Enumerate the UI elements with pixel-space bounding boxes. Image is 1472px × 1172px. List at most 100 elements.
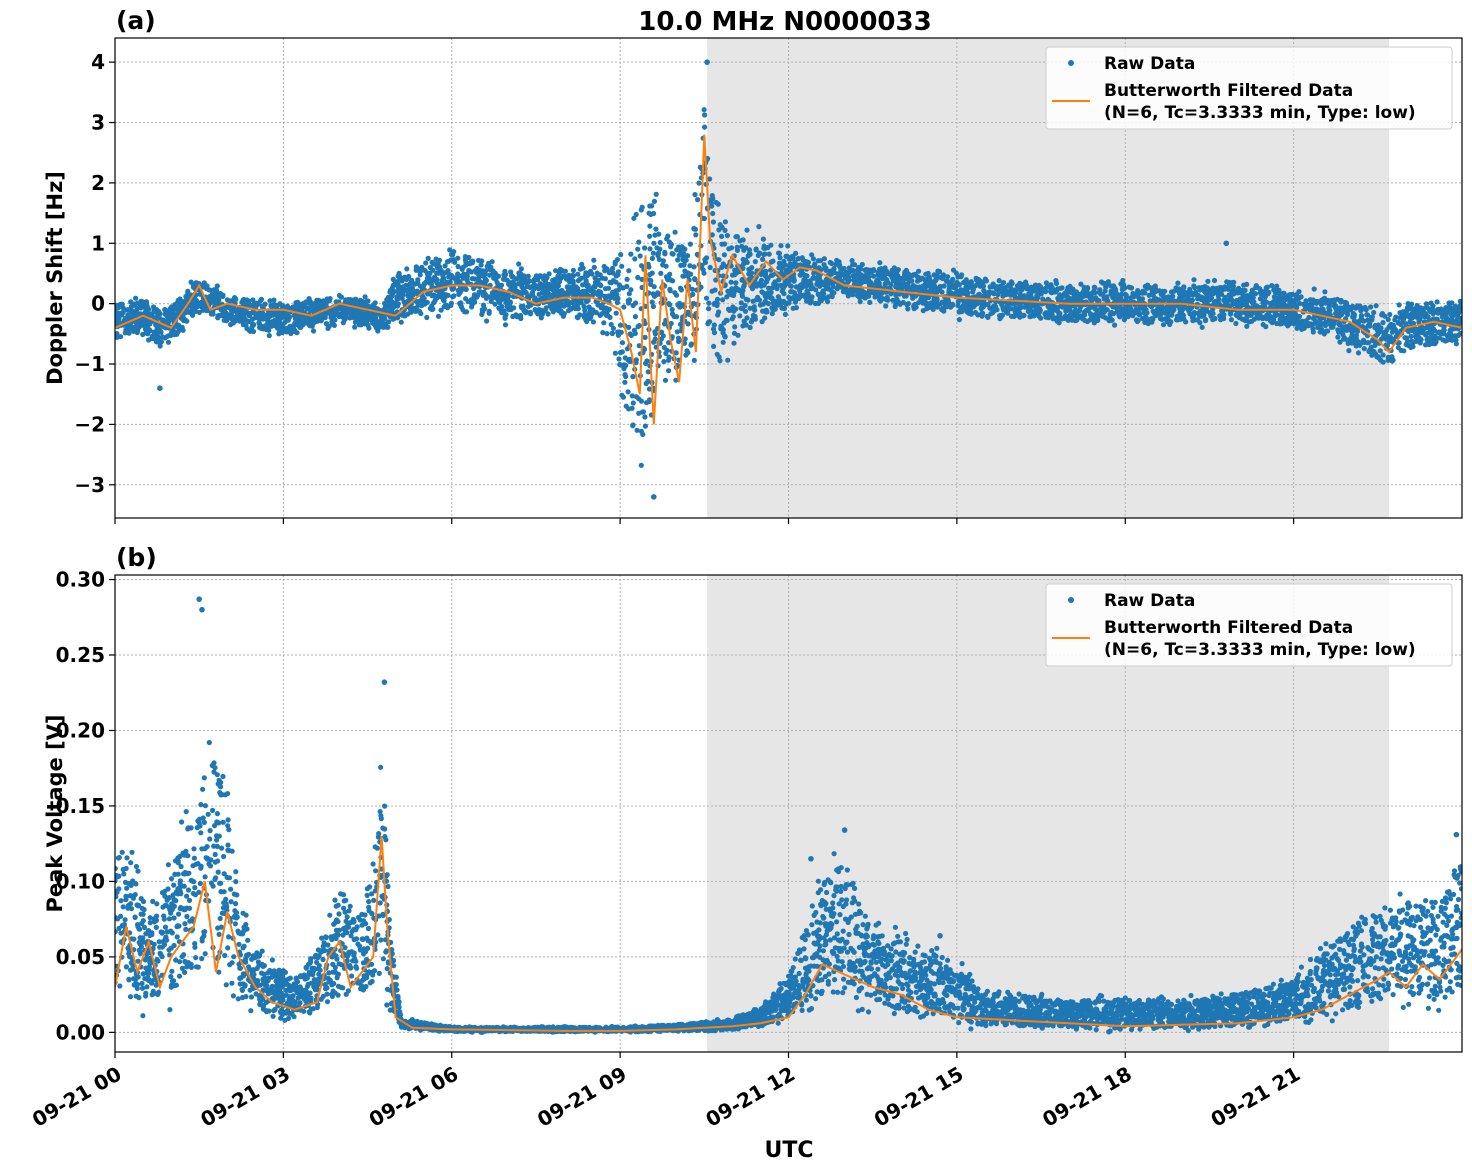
raw-data-point — [1205, 278, 1211, 284]
raw-data-point — [225, 315, 231, 322]
raw-data-point — [846, 287, 853, 294]
raw-data-point — [959, 272, 965, 278]
raw-data-point — [1107, 315, 1113, 321]
raw-data-point — [176, 322, 182, 328]
raw-data-point — [797, 262, 804, 268]
raw-data-point — [825, 299, 831, 305]
raw-data-point — [1306, 314, 1312, 321]
raw-data-point — [788, 289, 794, 295]
raw-data-point — [737, 313, 743, 319]
raw-data-point — [1310, 329, 1316, 335]
raw-data-point — [733, 285, 739, 291]
raw-data-point — [398, 319, 404, 325]
raw-data-point — [619, 263, 625, 269]
raw-data-point — [1416, 335, 1423, 341]
raw-data-point — [396, 272, 402, 278]
raw-data-point — [480, 309, 486, 315]
raw-data-point — [996, 278, 1002, 284]
raw-data-point — [748, 319, 755, 325]
raw-data-point — [939, 299, 945, 305]
raw-data-point — [1140, 316, 1146, 322]
raw-data-point — [1183, 319, 1189, 325]
raw-data-point — [633, 357, 640, 363]
raw-data-point — [719, 233, 725, 239]
raw-data-point — [629, 393, 635, 399]
raw-data-point — [988, 311, 994, 317]
raw-data-point — [643, 380, 649, 387]
raw-data-point — [1454, 312, 1460, 318]
raw-data-point — [156, 311, 163, 317]
raw-data-point — [651, 293, 658, 299]
raw-data-point — [278, 315, 284, 321]
raw-data-point — [701, 107, 707, 113]
raw-data-point — [592, 275, 598, 281]
raw-data-point — [448, 274, 454, 281]
raw-data-point — [489, 259, 495, 265]
raw-data-point — [889, 275, 895, 281]
raw-data-point — [582, 288, 588, 294]
raw-data-point — [561, 273, 567, 279]
raw-data-point — [677, 321, 684, 327]
raw-data-point — [977, 293, 983, 299]
raw-data-point — [626, 406, 632, 412]
raw-data-point — [711, 343, 717, 349]
raw-data-point — [519, 284, 525, 290]
raw-data-point — [484, 263, 490, 269]
raw-data-point — [468, 269, 475, 275]
raw-data-point — [1105, 279, 1111, 285]
raw-data-point — [463, 286, 469, 293]
raw-data-point — [613, 310, 619, 316]
raw-data-point — [1390, 322, 1396, 328]
raw-data-point — [448, 252, 455, 258]
raw-data-point — [1115, 292, 1121, 298]
raw-data-point — [303, 315, 309, 321]
raw-data-point — [598, 311, 605, 317]
raw-data-point — [871, 273, 877, 279]
raw-data-point — [606, 306, 612, 312]
raw-data-point — [260, 313, 266, 319]
raw-data-point — [744, 315, 750, 321]
raw-data-point — [1228, 309, 1234, 315]
raw-data-point — [345, 309, 351, 315]
raw-data-point — [632, 256, 638, 262]
raw-data-point — [1016, 306, 1022, 312]
raw-data-point — [840, 289, 847, 295]
raw-data-point — [351, 299, 357, 305]
raw-data-point — [1409, 338, 1415, 344]
raw-data-point — [580, 265, 586, 271]
raw-data-point — [776, 250, 782, 256]
raw-data-point — [1435, 310, 1441, 316]
raw-data-point — [639, 204, 645, 210]
raw-data-point — [616, 282, 623, 288]
raw-data-point — [422, 280, 428, 287]
raw-data-point — [899, 284, 906, 290]
raw-data-point — [458, 300, 464, 306]
raw-data-point — [1199, 324, 1205, 330]
raw-data-point — [895, 278, 901, 284]
raw-data-point — [1157, 315, 1163, 322]
raw-data-point — [604, 266, 610, 272]
raw-data-point — [1385, 316, 1391, 323]
raw-data-point — [1342, 299, 1348, 305]
raw-data-point — [556, 301, 562, 307]
raw-data-point — [1111, 286, 1117, 292]
raw-data-point — [155, 335, 161, 342]
raw-data-point — [604, 312, 610, 318]
raw-data-point — [827, 279, 833, 285]
raw-data-point — [759, 319, 765, 325]
raw-data-point — [1211, 277, 1218, 284]
raw-data-point — [660, 333, 666, 339]
raw-data-point — [856, 264, 862, 271]
raw-data-point — [829, 294, 835, 300]
raw-data-point — [1360, 337, 1367, 343]
raw-data-point — [204, 286, 210, 292]
raw-data-point — [399, 278, 405, 284]
raw-data-point — [634, 427, 640, 433]
raw-data-point — [510, 282, 516, 289]
raw-data-point — [669, 251, 675, 257]
raw-data-point — [710, 219, 717, 225]
raw-data-point — [413, 267, 419, 273]
raw-data-point — [808, 286, 814, 292]
raw-data-point — [1262, 298, 1268, 304]
